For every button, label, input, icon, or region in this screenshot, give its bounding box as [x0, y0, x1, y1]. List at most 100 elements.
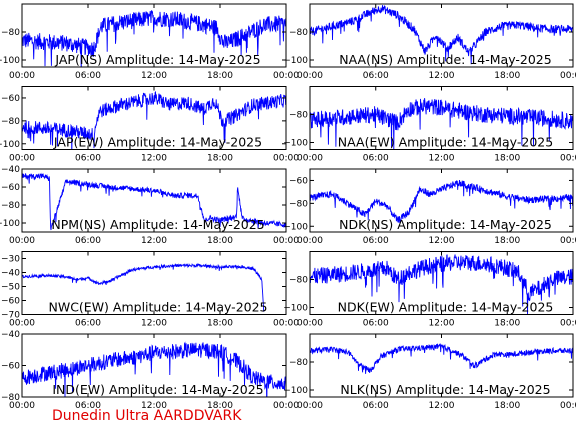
- chart-title: NAA(EW) Amplitude: 14-May-2025: [338, 135, 553, 150]
- chart-title: NAA(NS) Amplitude: 14-May-2025: [339, 52, 551, 67]
- series-line: [22, 262, 265, 312]
- y-tick-label: −80: [1, 201, 20, 211]
- x-tick-label: 12:00: [141, 236, 167, 246]
- x-tick-label: 06:00: [363, 401, 389, 411]
- x-tick-label: 00:00: [273, 154, 299, 164]
- x-tick-label: 00:00: [9, 71, 35, 81]
- y-tick-label: −50: [1, 283, 20, 293]
- y-tick-label: −80: [289, 358, 308, 368]
- chart-title: NDK(EW) Amplitude: 14-May-2025: [338, 300, 554, 315]
- y-tick-label: −40: [1, 330, 20, 340]
- y-tick-label: −80: [1, 28, 20, 38]
- x-tick-label: 12:00: [429, 71, 455, 81]
- chart-title: NPM(NS) Amplitude: 14-May-2025: [51, 217, 264, 232]
- y-tick-label: −60: [1, 183, 20, 193]
- series-line: [310, 5, 573, 65]
- x-tick-label: 00:00: [9, 154, 35, 164]
- y-tick-label: −80: [289, 199, 308, 209]
- chart-panel-7: 00:00 06:00 12:00 18:00 00:00−70−60−50−40−30…: [1, 251, 299, 329]
- y-tick-label: −80: [289, 28, 308, 38]
- x-tick-label: 18:00: [494, 154, 520, 164]
- chart-title: NDK(NS) Amplitude: 14-May-2025: [339, 217, 552, 232]
- y-tick-label: −100: [283, 139, 308, 149]
- y-tick-label: −40: [1, 165, 20, 175]
- chart-title: IND(EW) Amplitude: 14-May-2025: [52, 382, 263, 397]
- series-line: [310, 254, 573, 315]
- x-tick-label: 18:00: [494, 401, 520, 411]
- x-tick-label: 06:00: [363, 319, 389, 329]
- y-tick-label: −100: [0, 140, 20, 150]
- x-tick-label: 00:00: [9, 236, 35, 246]
- y-tick-label: −100: [283, 222, 308, 232]
- x-tick-label: 00:00: [273, 71, 299, 81]
- y-tick-label: −80: [1, 393, 20, 403]
- y-tick-label: −80: [289, 276, 308, 286]
- chart-panel-2: 00:00 06:00 12:00 18:00 00:00 −100 −80 NAA(NS) …: [283, 3, 576, 81]
- series-line: [22, 90, 286, 150]
- x-tick-label: 06:00: [75, 71, 101, 81]
- x-tick-label: 12:00: [141, 154, 167, 164]
- x-tick-label: 18:00: [207, 401, 233, 411]
- chart-panel-4: 00:00 06:00 12:00 18:00 00:00 −100 −80 NAA(EW) …: [283, 86, 576, 164]
- x-tick-label: 00:00: [273, 319, 299, 329]
- x-tick-label: 00:00: [560, 71, 576, 81]
- y-tick-label: −60: [289, 176, 308, 186]
- y-tick-label: −100: [283, 56, 308, 66]
- x-tick-label: 00:00: [297, 401, 323, 411]
- chart-panel-6: 00:00 06:00 12:00 18:00 00:00 −100 −80 −60 NDK(N…: [283, 168, 576, 246]
- series-line: [310, 180, 573, 224]
- x-tick-label: 06:00: [363, 154, 389, 164]
- x-tick-label: 00:00: [560, 236, 576, 246]
- x-tick-label: 06:00: [75, 236, 101, 246]
- x-tick-label: 18:00: [207, 71, 233, 81]
- x-tick-label: 12:00: [141, 319, 167, 329]
- x-tick-label: 00:00: [560, 319, 576, 329]
- x-tick-label: 00:00: [297, 236, 323, 246]
- y-tick-label: −100: [0, 56, 20, 66]
- x-tick-label: 18:00: [207, 319, 233, 329]
- x-tick-label: 18:00: [494, 319, 520, 329]
- y-tick-label: −100: [283, 304, 308, 314]
- x-tick-label: 00:00: [273, 401, 299, 411]
- chart-title: NWC(EW) Amplitude: 14-May-2025: [48, 300, 267, 315]
- x-tick-label: 18:00: [207, 236, 233, 246]
- x-tick-label: 00:00: [297, 319, 323, 329]
- x-tick-label: 12:00: [429, 154, 455, 164]
- y-tick-label: −80: [1, 117, 20, 127]
- y-tick-label: −60: [1, 297, 20, 307]
- chart-panel-1: 00:00 06:00 12:00 18:00 00:00 −100 −80 JAP(NS) …: [0, 3, 299, 81]
- series-line: [310, 343, 573, 374]
- chart-title: JAP(NS) Amplitude: 14-May-2025: [54, 52, 260, 67]
- x-tick-label: 00:00: [9, 401, 35, 411]
- y-tick-label: −60: [1, 362, 20, 372]
- series-line: [22, 10, 286, 67]
- chart-panel-5: 00:00 06:00 12:00 18:00 00:00 −100 −80 −60 −40 NP…: [0, 165, 299, 246]
- chart-panel-9: 00:00 06:00 12:00 18:00 00:00−80−60−40IND(EW…: [1, 330, 299, 411]
- x-tick-label: 06:00: [75, 154, 101, 164]
- chart-title: JAP(EW) Amplitude: 14-May-2025: [53, 135, 262, 150]
- x-tick-label: 00:00: [297, 71, 323, 81]
- x-tick-label: 00:00: [273, 236, 299, 246]
- y-tick-label: −80: [289, 111, 308, 121]
- chart-panel-8: 00:00 06:00 12:00 18:00 00:00 −100 −80 NDK(EW) …: [283, 251, 576, 329]
- x-tick-label: 00:00: [560, 154, 576, 164]
- y-tick-label: −60: [1, 94, 20, 104]
- x-tick-label: 18:00: [494, 71, 520, 81]
- series-line: [22, 172, 286, 231]
- y-tick-label: −100: [0, 219, 20, 229]
- x-tick-label: 12:00: [141, 71, 167, 81]
- y-tick-label: −70: [1, 311, 20, 321]
- series-line: [22, 341, 286, 397]
- x-tick-label: 06:00: [75, 401, 101, 411]
- y-tick-label: −100: [283, 386, 308, 396]
- x-tick-label: 18:00: [207, 154, 233, 164]
- x-tick-label: 12:00: [429, 319, 455, 329]
- chart-panel-3: 00:00 06:00 12:00 18:00 00:00 −100 −80 −60 JAP(E…: [0, 86, 299, 164]
- x-tick-label: 06:00: [363, 236, 389, 246]
- x-tick-label: 00:00: [297, 154, 323, 164]
- x-tick-label: 00:00: [9, 319, 35, 329]
- x-tick-label: 12:00: [141, 401, 167, 411]
- series-line: [310, 98, 573, 150]
- x-tick-label: 12:00: [429, 401, 455, 411]
